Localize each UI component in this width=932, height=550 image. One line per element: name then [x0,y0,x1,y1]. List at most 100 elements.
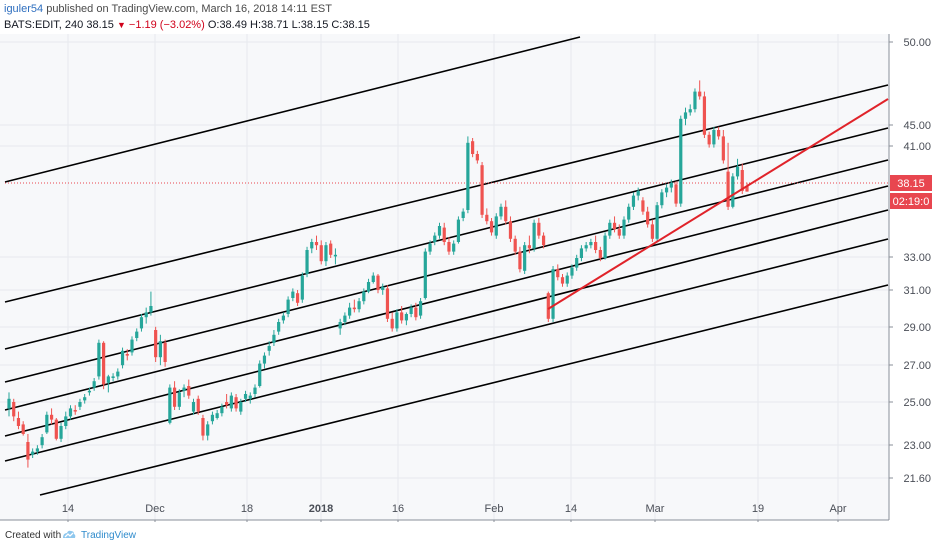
candle-body [726,171,730,207]
symbol-label: BATS:EDIT, 240 [4,19,84,31]
candle-body [433,235,437,242]
candle-body [206,424,210,436]
candle-body [31,451,35,455]
candle-body [371,275,375,282]
candle-body [149,306,153,313]
time-axis-gap [0,520,932,522]
candle-body [717,130,721,137]
publication-line: iguler54 published on TradingView.com, M… [4,3,332,15]
candle-body [291,291,295,298]
candle-body [584,245,588,249]
channel-line [4,238,889,462]
candle-body [721,136,725,161]
candle-body [603,235,607,258]
candle [7,392,11,417]
candle-body [404,314,408,321]
candle-body [262,355,267,364]
candle [172,381,177,410]
price-chart[interactable]: 21.60 23.00 25.00 27.00 29.00 31.00 33.00 41.00… [0,0,932,522]
candle-body [735,166,740,177]
candle-body [494,216,498,236]
candle-body [73,410,77,412]
candle [721,130,725,164]
x-tick-label: 18 [241,503,253,515]
bar-countdown-background [890,193,932,209]
candle [655,202,659,242]
last-price-value: 38.15 [86,19,114,31]
y-tick-label: 50.00 [903,37,931,49]
y-tick-label: 23.00 [903,440,931,452]
candle [35,445,39,455]
candle [664,184,669,198]
candle [267,341,271,356]
candle-body [560,277,565,284]
candle-body [702,96,707,135]
candle-body [277,322,281,332]
candle-body [518,251,522,270]
candle [92,378,96,391]
candle-body [385,288,390,319]
candle-body [362,291,366,302]
y-tick-label: 25.00 [903,397,931,409]
candle-body [139,317,144,329]
candle [281,312,285,324]
last-price-tag: 38.15 [890,175,932,191]
candle-body [310,242,314,249]
candle [499,203,503,220]
candle [589,238,593,249]
candle-body [471,141,475,154]
candle [480,162,484,218]
candle-body [499,206,503,217]
candle [617,224,621,239]
candle-body [437,226,442,236]
tradingview-logo-icon [63,530,76,538]
author-link[interactable]: iguler54 [4,3,44,15]
candle-body [541,235,546,246]
candle [314,235,319,250]
candle [395,309,399,332]
candle-body [348,307,352,316]
candle [68,405,73,420]
footer: Created with TradingView [0,522,932,550]
candle [442,222,446,246]
candle [357,298,361,313]
candle [97,339,101,380]
candle [400,306,404,324]
candle-body [7,398,11,409]
candle-body [452,243,456,252]
candle [688,104,692,116]
candle [187,379,191,399]
candle-body [111,376,115,378]
price-axis[interactable] [889,34,932,520]
time-axis-ticks: 14 Dec 18 2018 16 Feb 14 Mar 19 Apr [62,503,847,522]
candle-body [135,331,139,338]
candle [551,266,555,322]
candle [461,208,465,222]
candle [518,246,522,273]
tradingview-link[interactable]: TradingView [81,530,137,541]
candle [253,384,257,398]
candle-body [87,390,92,393]
candle [381,283,385,295]
candle-body [698,91,702,97]
candle-body [187,386,191,396]
candle [163,339,167,367]
candle [650,219,654,242]
candle [343,312,347,326]
candle-body [655,205,659,239]
candle-body [745,186,749,192]
candle-body [565,275,569,284]
trendline [547,98,889,310]
candle [541,232,546,249]
candle [385,285,390,322]
candle-body [158,341,162,358]
candle-body [116,371,120,377]
candle-body [381,286,385,290]
symbol-line: BATS:EDIT, 240 38.15 ▼ −1.19 (−3.02%) O:… [4,19,370,31]
last-price-tag-background [890,175,932,191]
candle [210,411,215,425]
candle-body [239,402,243,412]
candle [598,246,602,262]
candle [447,237,451,255]
candle [362,288,366,305]
